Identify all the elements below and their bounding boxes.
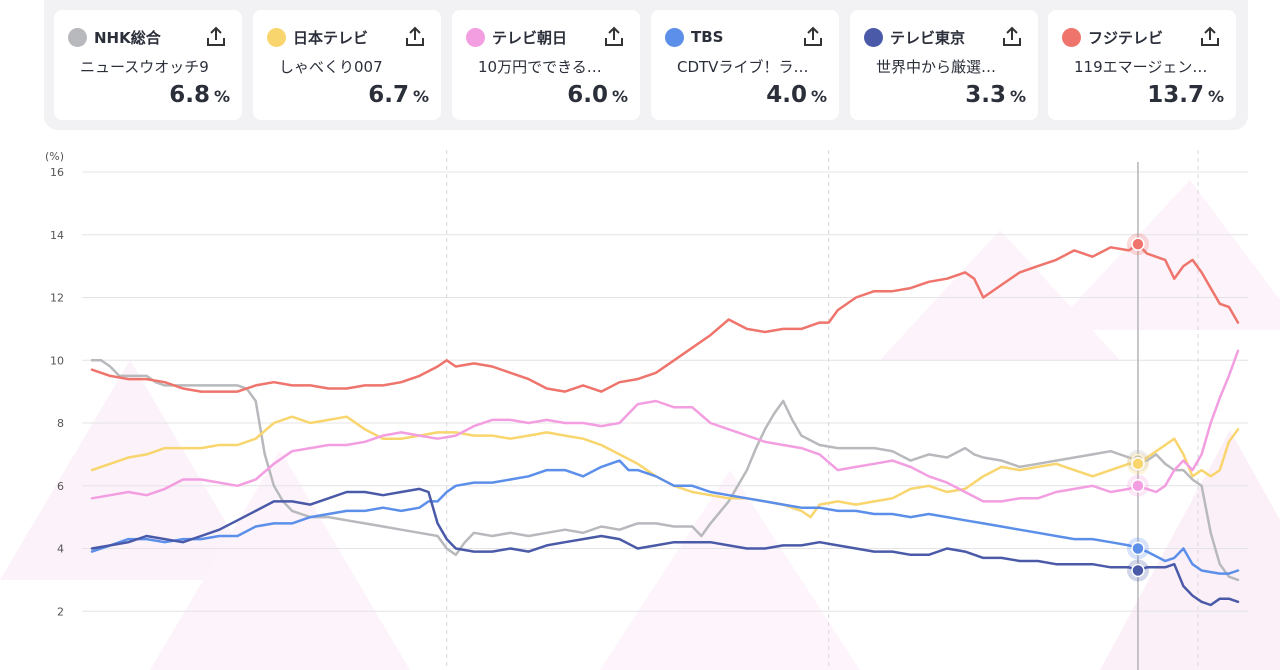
share-upload-icon[interactable] (1000, 25, 1024, 49)
share-upload-icon[interactable] (403, 25, 427, 49)
cursor-marker-日本テレビ (1131, 457, 1145, 471)
y-tick-label: 12 (50, 292, 64, 305)
y-tick-label: 16 (50, 166, 64, 179)
y-tick-label: 10 (50, 354, 64, 367)
series-line-TBS (90, 459, 1240, 575)
rating-value: 6.8% (169, 82, 230, 108)
cursor-marker-フジテレビ (1131, 237, 1145, 251)
series-line-テレビ東京 (90, 487, 1240, 607)
tbs-color-dot (665, 27, 684, 47)
channel-card-tbs[interactable]: TBS CDTVライブ！ラ… 4.0% (651, 10, 839, 120)
tv-asahi-color-dot (466, 27, 485, 47)
channel-name: 日本テレビ (293, 28, 369, 47)
channel-name: NHK総合 (94, 28, 161, 47)
channel-card-ntv[interactable]: 日本テレビ しゃべくり007 6.7% (253, 10, 441, 120)
series-line-テレビ朝日 (90, 349, 1240, 503)
rating-value: 4.0% (766, 82, 827, 108)
y-tick-label: 0 (57, 668, 64, 670)
channel-card-tv-tokyo[interactable]: テレビ東京 世界中から厳選… 3.3% (850, 10, 1038, 120)
fuji-color-dot (1062, 27, 1081, 47)
tv-tokyo-color-dot (864, 27, 883, 47)
cursor-marker-TBS (1131, 541, 1145, 556)
y-tick-label: 6 (57, 480, 64, 493)
rating-value: 6.7% (368, 82, 429, 108)
y-tick-label: 4 (57, 543, 64, 556)
rating-value: 6.0% (567, 82, 628, 108)
cursor-marker-テレビ東京 (1131, 563, 1145, 578)
channel-name: TBS (691, 28, 724, 46)
y-tick-label: 14 (50, 229, 64, 242)
ntv-color-dot (267, 27, 286, 47)
channel-name: テレビ東京 (890, 28, 966, 47)
rating-value: 13.7% (1147, 82, 1224, 108)
series-line-NHK総合 (90, 359, 1240, 582)
rating-value: 3.3% (965, 82, 1026, 108)
channel-name: テレビ朝日 (492, 28, 568, 47)
channel-card-fuji[interactable]: フジテレビ 119エマージェン… 13.7% (1048, 10, 1236, 120)
series-line-フジテレビ (90, 242, 1240, 393)
nhk-color-dot (68, 27, 87, 47)
series-line-日本テレビ (90, 415, 1240, 519)
y-tick-label: 2 (57, 605, 64, 618)
share-upload-icon[interactable] (1198, 25, 1222, 49)
share-upload-icon[interactable] (204, 25, 228, 49)
share-upload-icon[interactable] (801, 25, 825, 49)
y-axis-unit-label: (%) (45, 150, 64, 163)
y-tick-label: 8 (57, 417, 64, 430)
channel-card-nhk[interactable]: NHK総合 ニュースウオッチ9 6.8% (54, 10, 242, 120)
channel-card-tv-asahi[interactable]: テレビ朝日 10万円でできる… 6.0% (452, 10, 640, 120)
channel-name: フジテレビ (1088, 28, 1164, 47)
cursor-marker-テレビ朝日 (1131, 479, 1145, 493)
channel-cards-panel: NHK総合 ニュースウオッチ9 6.8% 日本テレビ しゃべくり007 6.7%… (44, 0, 1248, 130)
share-upload-icon[interactable] (602, 25, 626, 49)
